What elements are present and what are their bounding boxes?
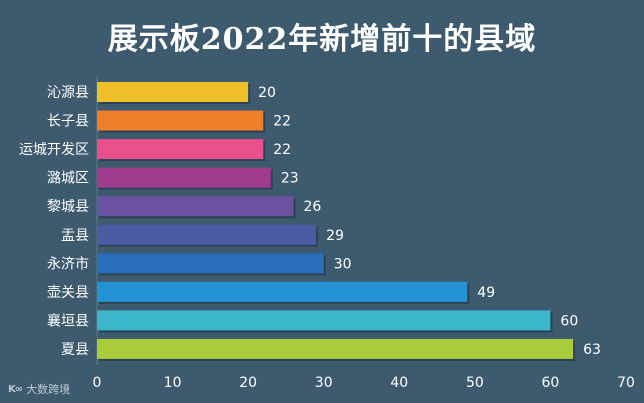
bar-10 (97, 338, 574, 359)
data-label: 49 (477, 285, 495, 301)
bar-9 (97, 310, 551, 331)
x-tick-label: 40 (390, 375, 408, 391)
chart-title: 展示板2022年新增前十的县域 (107, 22, 537, 57)
x-tick-label: 50 (466, 375, 484, 391)
category-label: 黎城县 (47, 199, 89, 215)
category-label: 沁源县 (47, 85, 89, 101)
watermark-logo-icon: K∞ (8, 383, 23, 395)
bar-1 (97, 82, 249, 102)
bar-4 (97, 167, 271, 188)
x-tick-label: 60 (542, 375, 560, 391)
x-tick-label: 30 (315, 375, 333, 391)
data-label: 26 (303, 199, 321, 215)
data-label: 60 (560, 313, 578, 329)
bar-8 (97, 281, 468, 302)
category-label: 永济市 (47, 255, 89, 272)
bar-6 (97, 224, 317, 245)
data-label: 29 (326, 228, 344, 244)
category-label: 运城开发区 (19, 142, 89, 158)
watermark: K∞ 大数跨境 (8, 381, 70, 397)
bar-7 (97, 253, 324, 274)
x-tick-label: 70 (617, 375, 635, 391)
data-label: 20 (258, 85, 276, 101)
data-label: 22 (273, 114, 291, 130)
x-tick-label: 10 (164, 375, 182, 391)
data-label: 63 (583, 342, 601, 358)
category-label: 襄垣县 (47, 313, 89, 329)
category-label: 夏县 (61, 342, 89, 358)
x-tick-label: 20 (239, 375, 257, 391)
category-label: 盂县 (61, 228, 89, 244)
bar-3 (97, 139, 264, 160)
data-label: 22 (273, 142, 291, 158)
data-label: 30 (334, 256, 352, 272)
x-tick-label: 0 (93, 375, 102, 391)
watermark-text: 大数跨境 (26, 383, 71, 396)
data-label: 23 (281, 171, 299, 187)
bar-2 (97, 110, 264, 131)
category-label: 长子县 (47, 114, 89, 130)
bar-5 (97, 196, 294, 217)
category-label: 潞城区 (47, 171, 89, 187)
category-label: 壶关县 (47, 285, 89, 301)
